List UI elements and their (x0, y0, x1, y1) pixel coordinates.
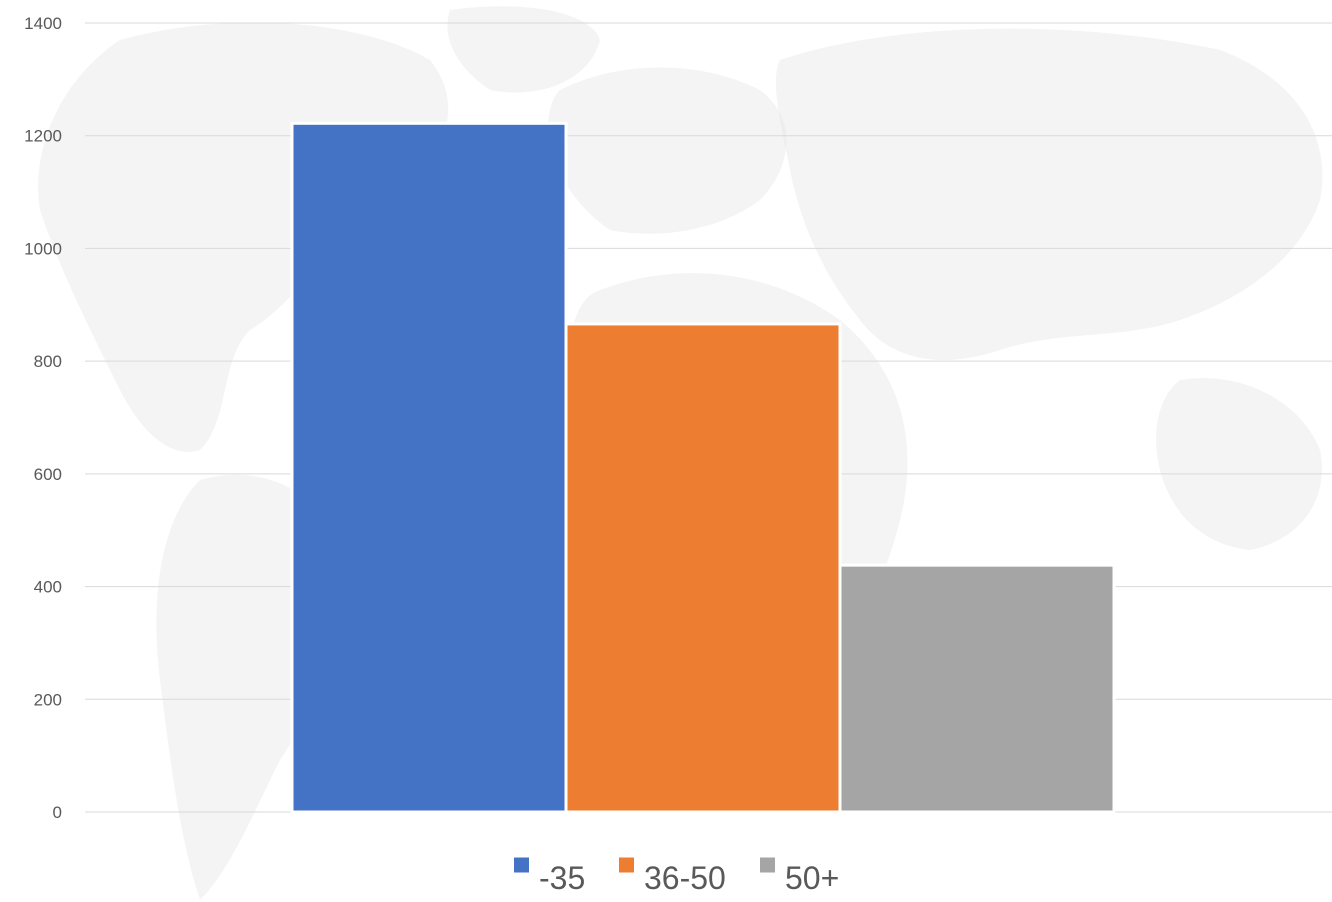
greenland-shape (447, 6, 600, 93)
y-tick-label-800: 800 (34, 352, 62, 371)
y-tick-label-1400: 1400 (24, 14, 62, 33)
y-tick-label-600: 600 (34, 465, 62, 484)
bar-36-50 (564, 322, 842, 814)
bar--35 (290, 121, 568, 814)
bars (290, 121, 1116, 814)
legend-swatch-36-50 (619, 857, 634, 873)
y-tick-label-1000: 1000 (24, 239, 62, 258)
legend-label-36-50: 36-50 (644, 860, 726, 896)
y-axis-tick-labels: 0 200 400 600 800 1000 1200 1400 (24, 14, 62, 822)
southeast-asia-shape (1156, 378, 1322, 550)
y-tick-label-200: 200 (34, 690, 62, 709)
europe-shape (548, 67, 787, 234)
y-tick-label-1200: 1200 (24, 127, 62, 146)
bar-50+ (838, 563, 1116, 814)
legend-label--35: -35 (539, 860, 585, 896)
legend-swatch-50+ (760, 857, 775, 873)
legend-swatch--35 (514, 857, 529, 873)
y-tick-label-0: 0 (53, 803, 62, 822)
asia-shape (775, 28, 1323, 361)
legend-label-50+: 50+ (785, 860, 839, 896)
legend: -35 36-50 50+ (514, 857, 839, 896)
y-tick-label-400: 400 (34, 578, 62, 597)
